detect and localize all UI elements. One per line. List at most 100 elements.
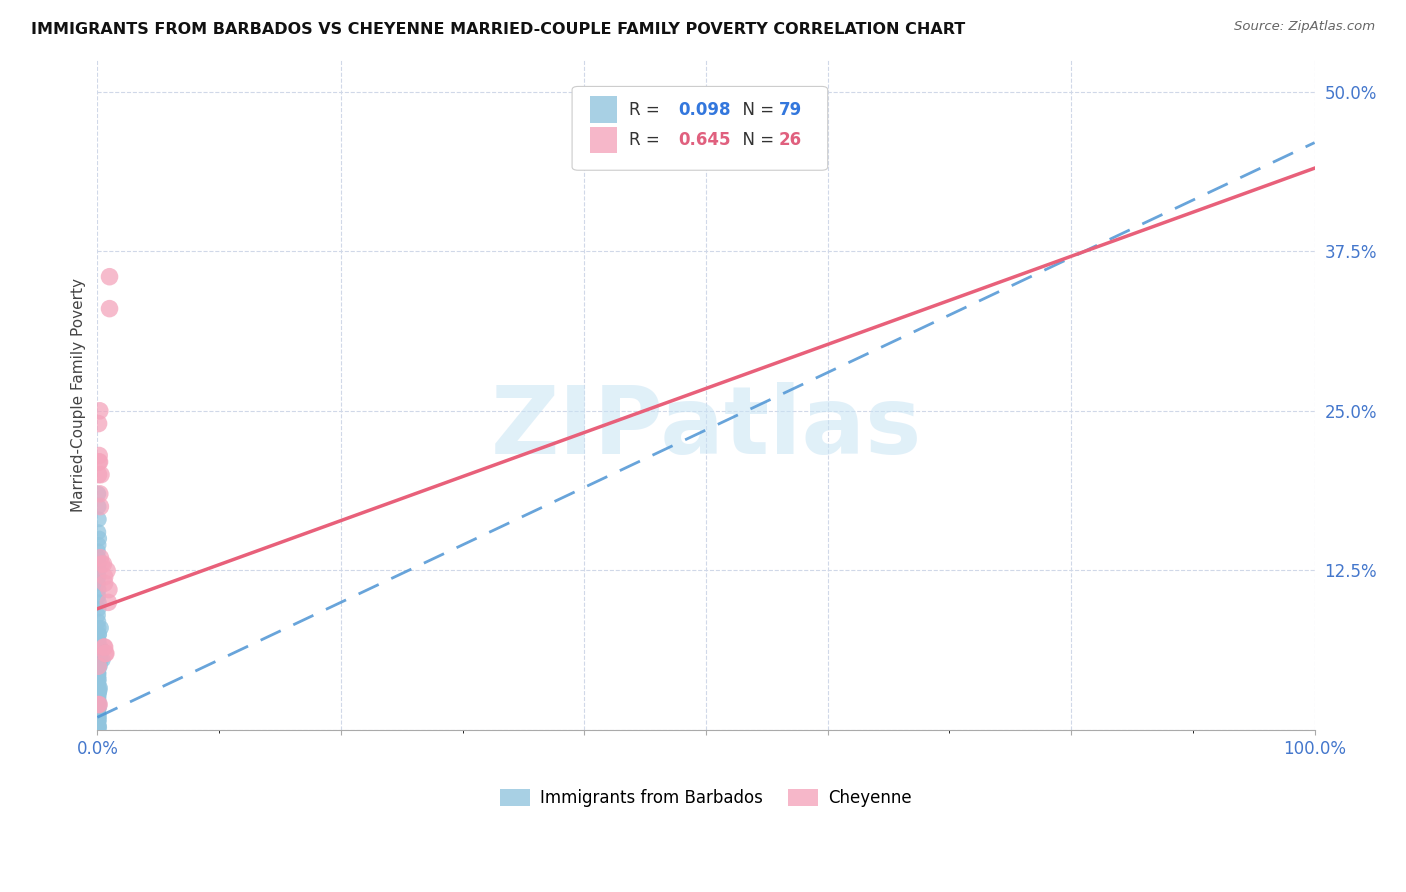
Point	[87, 621, 110, 635]
Point	[87, 714, 110, 728]
Point	[90, 621, 112, 635]
Point	[89, 721, 111, 735]
Point	[87, 680, 110, 694]
Point	[87, 601, 110, 615]
Point	[87, 698, 110, 712]
Point	[89, 627, 111, 641]
Point	[87, 657, 110, 671]
Point	[96, 564, 118, 578]
Point	[87, 633, 110, 648]
Legend: Immigrants from Barbados, Cheyenne: Immigrants from Barbados, Cheyenne	[494, 782, 918, 814]
Point	[87, 487, 110, 501]
Point	[87, 719, 110, 733]
Point	[89, 681, 111, 695]
Point	[87, 704, 110, 718]
Text: N =: N =	[731, 101, 779, 119]
Point	[91, 653, 114, 667]
Point	[87, 694, 110, 708]
Point	[87, 608, 110, 623]
Point	[87, 705, 110, 719]
Point	[89, 455, 111, 469]
Point	[87, 576, 110, 591]
Point	[87, 512, 110, 526]
Point	[87, 417, 110, 431]
Point	[87, 712, 110, 726]
Point	[87, 538, 110, 552]
Text: 0.645: 0.645	[678, 131, 731, 149]
Point	[89, 404, 111, 418]
Point	[93, 570, 115, 584]
Bar	[591, 96, 617, 123]
Point	[90, 467, 112, 482]
Bar	[591, 127, 617, 153]
Text: ZIPatlas: ZIPatlas	[491, 383, 922, 475]
Point	[89, 698, 111, 712]
Point	[87, 691, 110, 706]
Point	[87, 706, 110, 721]
Point	[87, 647, 110, 661]
Point	[87, 665, 110, 680]
Point	[89, 683, 111, 698]
Point	[87, 557, 110, 571]
Point	[87, 659, 110, 673]
Point	[87, 665, 110, 679]
Text: 0.098: 0.098	[678, 101, 731, 119]
Text: 79: 79	[779, 101, 803, 119]
Point	[89, 640, 111, 654]
Point	[87, 698, 110, 713]
Point	[87, 564, 110, 578]
Point	[87, 709, 110, 723]
Point	[89, 449, 111, 463]
Point	[89, 647, 111, 661]
Point	[97, 582, 120, 597]
Point	[87, 690, 110, 704]
Point	[87, 672, 110, 686]
Point	[87, 640, 110, 654]
Point	[90, 653, 112, 667]
Point	[87, 696, 110, 710]
Point	[87, 698, 110, 712]
Point	[87, 677, 110, 691]
Point	[89, 532, 111, 546]
Point	[89, 659, 111, 673]
Text: IMMIGRANTS FROM BARBADOS VS CHEYENNE MARRIED-COUPLE FAMILY POVERTY CORRELATION C: IMMIGRANTS FROM BARBADOS VS CHEYENNE MAR…	[31, 22, 965, 37]
Point	[87, 718, 110, 732]
Point	[89, 550, 111, 565]
Point	[87, 722, 110, 736]
Point	[87, 544, 110, 558]
Point	[87, 710, 110, 724]
Point	[87, 455, 110, 469]
Point	[87, 719, 110, 733]
Point	[89, 487, 111, 501]
Text: R =: R =	[630, 101, 665, 119]
Point	[93, 640, 115, 654]
Point	[87, 582, 110, 597]
Point	[87, 550, 110, 565]
Point	[87, 701, 110, 715]
Point	[94, 647, 117, 661]
Point	[89, 685, 111, 699]
Point	[87, 678, 110, 692]
Point	[87, 633, 110, 648]
Point	[87, 659, 110, 673]
Point	[87, 627, 110, 641]
Point	[87, 689, 110, 703]
Point	[87, 695, 110, 709]
Point	[87, 589, 110, 603]
Point	[87, 653, 110, 667]
Point	[87, 716, 110, 731]
Point	[87, 570, 110, 584]
Point	[94, 647, 117, 661]
Point	[87, 674, 110, 689]
Point	[97, 595, 120, 609]
Point	[87, 687, 110, 701]
Point	[87, 525, 110, 540]
Point	[87, 615, 110, 629]
Point	[93, 576, 115, 591]
Text: 26: 26	[779, 131, 803, 149]
Point	[87, 686, 110, 700]
Point	[87, 666, 110, 681]
Y-axis label: Married-Couple Family Poverty: Married-Couple Family Poverty	[72, 277, 86, 512]
Point	[87, 715, 110, 730]
Point	[87, 682, 110, 697]
